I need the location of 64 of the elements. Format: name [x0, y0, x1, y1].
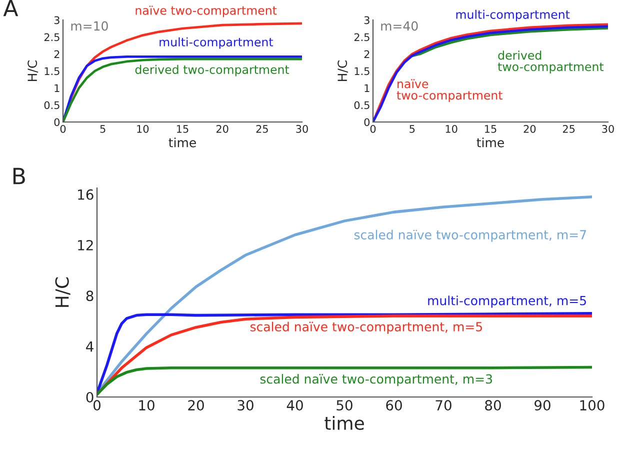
series-label: multi-compartment	[160, 37, 274, 49]
x-axis-title: time	[324, 416, 364, 430]
y-axis-title: H/C	[338, 60, 348, 81]
x-tick-label: 70	[436, 400, 452, 411]
x-tick-label: 10	[137, 124, 149, 133]
y-tick-label: 1.5	[44, 67, 60, 76]
x-tick-label: 25	[562, 124, 575, 133]
x-tick-label: 25	[256, 124, 268, 133]
x-tick-label: 40	[286, 400, 303, 411]
x-tick-label: 15	[485, 125, 496, 133]
annotation: m=40	[381, 21, 418, 31]
y-tick-label: 2	[364, 50, 370, 58]
series-label: derived two-compartment	[498, 50, 604, 74]
y-tick-label: 16	[78, 189, 94, 200]
x-tick-label: 0	[93, 400, 100, 411]
y-tick-label: 1	[54, 84, 60, 92]
y-tick-label: 2.5	[354, 33, 370, 42]
x-tick-label: 10	[446, 124, 458, 133]
y-tick-label: 0.5	[354, 101, 370, 110]
series-label: scaled naïve two-compartment, m=7	[354, 230, 586, 242]
x-tick-label: 20	[524, 124, 536, 133]
series-label: scaled naïve two-compartment, m=3	[260, 374, 492, 386]
chart-title: B	[13, 168, 25, 184]
x-tick-label: 0	[60, 124, 66, 133]
y-tick-label: 3	[54, 16, 60, 24]
y-axis-title: H/C	[28, 60, 38, 81]
series-label: multi-compartment	[456, 10, 570, 22]
series-label: naïve two-compartment	[136, 6, 277, 18]
y-tick-label: 3	[364, 16, 370, 24]
y-tick-label: 4	[86, 341, 94, 352]
y-tick-label: 12	[78, 240, 93, 250]
series-label: scaled naïve two-compartment, m=5	[250, 322, 482, 334]
x-tick-label: 5	[410, 125, 415, 133]
chart-title: A	[3, 0, 18, 16]
y-tick-label: 1.5	[354, 67, 370, 76]
y-tick-label: 2.5	[44, 33, 60, 42]
y-tick-label: 1	[364, 84, 370, 92]
y-tick-label: 0	[86, 392, 94, 402]
series-label: naïve two-compartment	[396, 79, 503, 102]
x-tick-label: 30	[602, 124, 614, 133]
series-label: multi-compartment, m=5	[428, 296, 586, 308]
x-tick-label: 30	[296, 124, 308, 133]
y-tick-label: 0.5	[44, 101, 60, 110]
y-axis-title: H/C	[55, 277, 70, 307]
y-tick-label: 8	[86, 290, 94, 302]
x-tick-label: 0	[370, 124, 376, 133]
y-tick-label: 2	[54, 50, 60, 58]
x-tick-label: 10	[139, 400, 154, 411]
y-tick-label: 0	[364, 118, 370, 126]
x-tick-label: 5	[100, 125, 106, 133]
x-axis-title: time	[476, 138, 504, 148]
x-tick-label: 30	[238, 400, 254, 411]
x-tick-label: 20	[188, 400, 204, 411]
x-tick-label: 15	[177, 125, 188, 133]
x-tick-label: 50	[336, 400, 352, 411]
x-tick-label: 90	[534, 400, 550, 411]
y-tick-label: 0	[54, 118, 60, 126]
x-tick-label: 80	[485, 400, 501, 411]
x-tick-label: 100	[580, 400, 604, 411]
series-label: derived two-compartment	[135, 64, 290, 76]
x-tick-label: 20	[216, 124, 228, 133]
x-axis-title: time	[168, 138, 196, 148]
annotation: m=10	[71, 21, 108, 31]
x-tick-label: 60	[386, 400, 402, 411]
